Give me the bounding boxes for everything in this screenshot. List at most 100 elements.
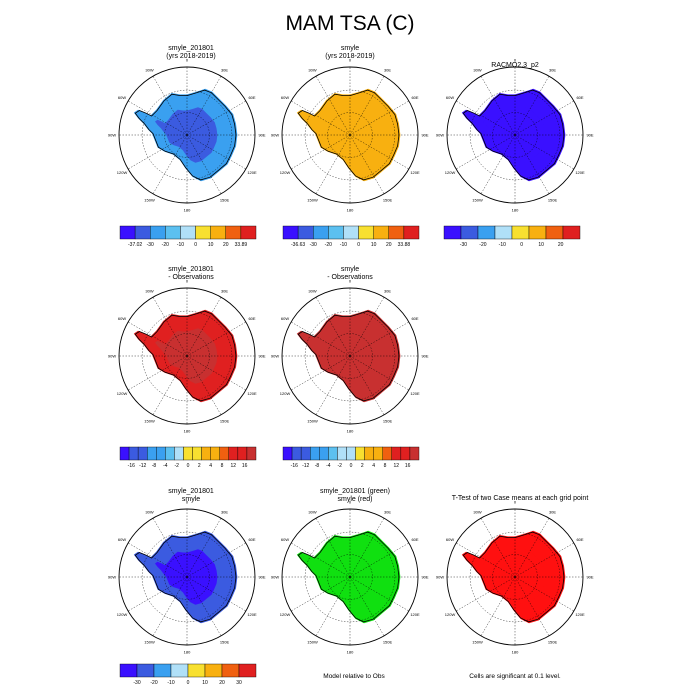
colorbar-tick-label: -30 [147,242,154,248]
map-boundary-circle [118,66,256,204]
longitude-tick-label: 90W [108,354,116,359]
colorbar-tick-label: 33.89 [235,242,248,248]
meridian-line [514,134,550,194]
longitude-tick-label: 120E [247,170,257,175]
colorbar-swatch [400,446,411,461]
longitude-tick-label: 60W [446,95,454,100]
colorbar-swatch [373,225,389,240]
polar-panel-p5: 0 30E 60E 90E 120E 150E 180 150W 120W 90W 60W 30W [271,279,429,434]
colorbar-swatch [528,225,547,240]
colorbar-swatch [156,446,166,461]
colorbar-tick-label: -10 [177,242,184,248]
colorbar-swatch [219,446,230,461]
longitude-tick-label: 150E [383,640,393,645]
colorbar-tick-label: 0 [187,463,190,469]
polar-panel-p2: 0 30E 60E 90E 120E 150E 180 150W 120W 90W 60W 30W [271,58,429,213]
colorbar-swatch [343,225,359,240]
colorbar-swatch [373,446,383,461]
colorbar-swatch [119,663,138,678]
colorbar-swatch [225,225,242,240]
meridian-line [152,355,188,415]
meridian-line [291,355,351,391]
colorbar-tick-label: 8 [384,463,387,469]
meridian-line [349,542,409,578]
colorbar-swatch [391,446,402,461]
longitude-tick-label: 150W [472,640,483,645]
polar-panel-p9: 0 30E 60E 90E 120E 150E 180 150W 120W 90W 60W 30W [436,500,594,655]
panel-8-title-line2: smyle (red) [337,496,373,503]
meridian-line [349,297,385,357]
longitude-tick-label: 150W [144,640,155,645]
panel-9-title: T-Test of two Case means at each grid po… [425,495,615,503]
longitude-tick-label: 150W [472,198,483,203]
colorbar-tick-label: 20 [386,242,392,248]
meridian-line [128,355,188,391]
longitude-tick-label: 60E [248,95,255,100]
longitude-tick-label: 60W [446,537,454,542]
colorbar-swatch [153,663,172,678]
colorbar-swatch [170,663,189,678]
colorbar-swatch [183,446,193,461]
colorbar-tick-label: -20 [479,242,486,248]
longitude-tick-label: 90E [421,133,428,138]
longitude-tick-label: 30W [145,68,153,73]
polar-panel-p1: 0 30E 60E 90E 120E 150E 180 150W 120W 90W 60W 30W [108,58,266,213]
latitude-circle [304,89,396,181]
longitude-tick-label: 120W [117,391,128,396]
map-boundary-circle [281,66,419,204]
longitude-tick-label: 30W [473,68,481,73]
colorbar-swatch [313,225,329,240]
colorbar-tick-label: -10 [499,242,506,248]
panel-4-title-line2: - Observations [168,274,214,281]
longitude-tick-label: 30W [145,289,153,294]
colorbar-swatch [443,225,462,240]
longitude-tick-label: 0 [186,58,189,63]
panel-4-title-line1: smyle_201801 [168,266,214,273]
longitude-tick-label: 150W [307,198,318,203]
meridian-line [128,542,188,578]
colorbar-tick-label: -16 [291,463,298,469]
latitude-circle [141,531,233,623]
meridian-line [349,576,409,612]
longitude-tick-label: 150E [220,198,230,203]
colorbar-tick-label: 4 [372,463,375,469]
colorbar-tick-label: -4 [326,463,331,469]
meridian-line [315,134,351,194]
meridian-line [128,576,188,612]
coastline [134,310,237,402]
polar-panel-p8: 0 30E 60E 90E 120E 150E 180 150W 120W 90W 60W 30W [271,500,429,655]
colorbar-swatch [282,225,299,240]
meridian-line [349,76,385,136]
longitude-tick-label: 150W [144,419,155,424]
longitude-tick-label: 180 [347,650,354,655]
longitude-tick-label: 150E [220,419,230,424]
colorbar-cb7: -30 -20 -10 0 10 20 30 [119,663,257,686]
meridian-line [349,518,385,578]
panel-8-title-line1: smyle_201801 (green) [319,488,391,495]
longitude-tick-label: 30W [473,510,481,515]
colorbar-tick-label: 0 [194,242,197,248]
longitude-tick-label: 90W [108,575,116,580]
longitude-tick-label: 30W [145,510,153,515]
longitude-tick-label: 120E [410,170,420,175]
meridian-line [152,134,188,194]
longitude-tick-label: 180 [184,208,191,213]
longitude-tick-label: 60W [281,537,289,542]
colorbar-swatch [282,446,293,461]
meridian-line [152,76,188,136]
longitude-tick-label: 60E [411,316,418,321]
panel-1-title-line2: (yrs 2018-2019) [166,53,216,60]
colorbar-swatch [210,225,226,240]
meridian-line [514,518,550,578]
colorbar-tick-label: 10 [202,680,208,686]
longitude-tick-label: 150W [307,640,318,645]
colorbar-swatch [134,225,151,240]
longitude-tick-label: 60W [281,316,289,321]
colorbar-tick-label: 4 [209,463,212,469]
colorbar-swatch [201,446,211,461]
colorbar-swatch [119,225,136,240]
meridian-line [514,576,550,636]
colorbar-swatch [180,225,196,240]
meridian-line [315,518,351,578]
meridian-line [456,134,516,170]
